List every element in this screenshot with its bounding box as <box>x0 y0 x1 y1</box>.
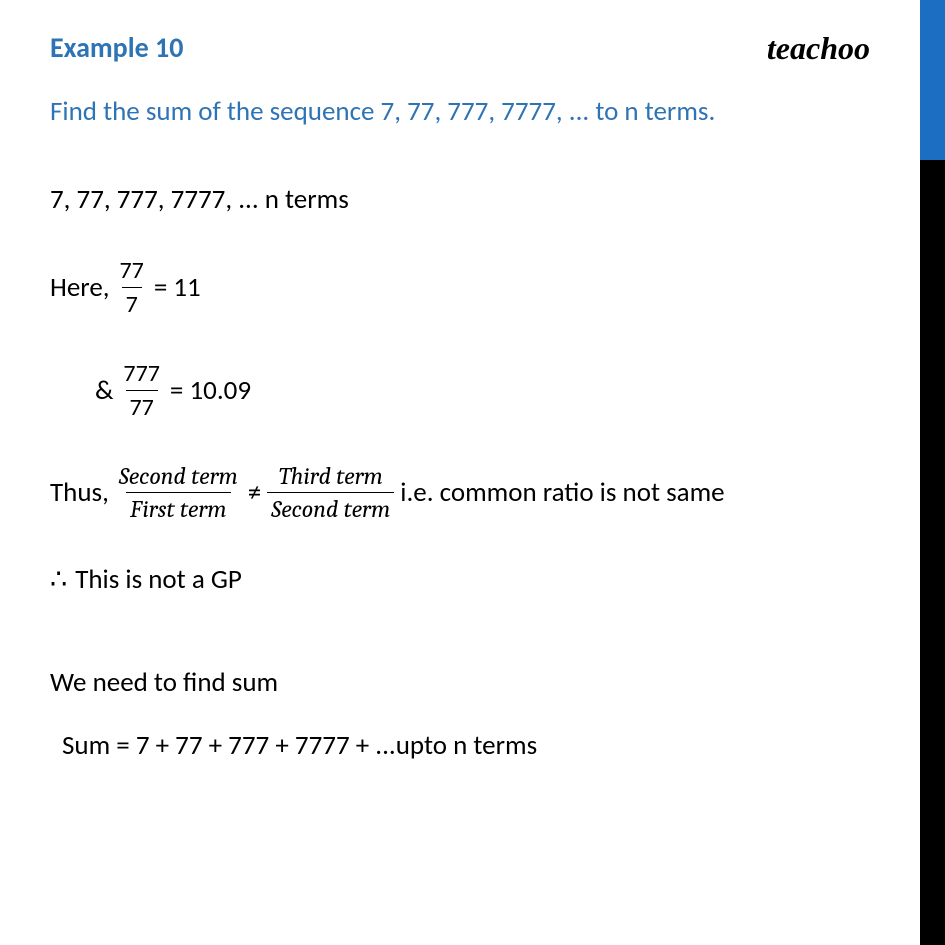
brand-logo: teachoo <box>767 30 870 67</box>
ratio-1-suffix: = 11 <box>154 271 201 304</box>
frac-numerator: 777 <box>119 359 164 390</box>
ratio-2-prefix: & <box>95 374 113 407</box>
question-text: Find the sum of the sequence 7, 77, 777,… <box>50 95 880 128</box>
fraction-second-over-first: Second term First term <box>115 462 242 523</box>
therefore-line: ∴ This is not a GP <box>50 563 880 596</box>
not-equal-symbol: ≠ <box>248 476 261 509</box>
not-gp-text: This is not a GP <box>75 563 242 596</box>
ratio-1-prefix: Here, <box>50 271 109 304</box>
right-stripe-black <box>920 160 945 945</box>
ratio-1-line: Here, 77 7 = 11 <box>50 256 880 319</box>
frac-denominator: First term <box>126 492 231 523</box>
fraction-third-over-second: Third term Second term <box>267 462 394 523</box>
ratio-2-suffix: = 10.09 <box>170 374 251 407</box>
ratio-2-line: & 777 77 = 10.09 <box>95 359 880 422</box>
need-find-sum-line: We need to find sum <box>50 666 880 699</box>
frac-denominator: 77 <box>126 390 158 422</box>
thus-prefix: Thus, <box>50 476 109 509</box>
frac-denominator: 7 <box>122 287 142 319</box>
page-content: Example 10 teachoo Find the sum of the s… <box>0 0 920 945</box>
frac-denominator: Second term <box>267 492 394 523</box>
fraction-777-over-77: 777 77 <box>119 359 164 422</box>
therefore-symbol: ∴ <box>50 563 67 596</box>
fraction-77-over-7: 77 7 <box>115 256 147 319</box>
sum-equation-line: Sum = 7 + 77 + 777 + 7777 + ...upto n te… <box>62 729 880 762</box>
frac-numerator: Third term <box>275 462 387 492</box>
sequence-line: 7, 77, 777, 7777, ... n terms <box>50 183 880 216</box>
thus-line: Thus, Second term First term ≠ Third ter… <box>50 462 880 523</box>
header: Example 10 teachoo <box>50 30 880 67</box>
example-label: Example 10 <box>50 30 183 65</box>
frac-numerator: Second term <box>115 462 242 492</box>
thus-suffix: i.e. common ratio is not same <box>400 476 724 509</box>
right-stripe-blue <box>920 0 945 160</box>
frac-numerator: 77 <box>115 256 147 287</box>
